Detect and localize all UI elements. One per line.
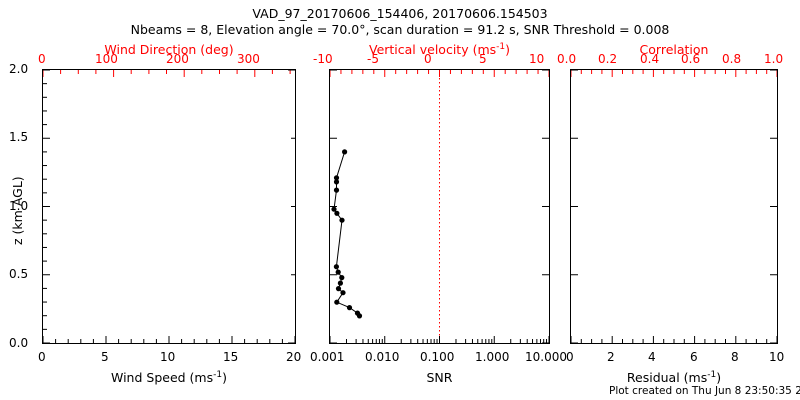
middle-panel-bottom-axis-title: SNR <box>426 370 453 385</box>
left-bottom-title-tail: ) <box>222 370 227 386</box>
right-bottom-title-tail: ) <box>716 370 722 386</box>
left-bottom-title-main: Wind Speed (ms <box>111 370 214 386</box>
left-panel-bottom-axis-title: Wind Speed (ms-1) <box>42 370 296 385</box>
left-panel-canvas <box>43 70 295 343</box>
y-tick-2-0: 2.0 <box>9 62 29 76</box>
right-top-tick-0-0: 0.0 <box>557 52 577 66</box>
middle-top-tick-5: 5 <box>479 52 487 66</box>
right-bottom-tick-0: 0 <box>566 350 574 364</box>
right-top-tick-0-2: 0.2 <box>598 52 618 66</box>
middle-panel-top-axis-title: Vertical velocity (ms-1) <box>329 42 550 57</box>
y-tick-0-0: 0.0 <box>9 336 29 350</box>
y-tick-0-5: 0.5 <box>9 267 29 281</box>
right-top-tick-0-8: 0.8 <box>722 52 742 66</box>
right-panel-plot-area <box>570 69 778 344</box>
left-bottom-tick-10: 10 <box>160 350 176 364</box>
y-tick-1-0: 1.0 <box>9 199 29 213</box>
left-bottom-tick-15: 15 <box>223 350 239 364</box>
middle-top-tick-0: 0 <box>424 52 432 66</box>
middle-bottom-tick-0-100: 0.100 <box>420 350 455 364</box>
left-bottom-title-sup: -1 <box>213 370 223 380</box>
left-bottom-tick-20: 20 <box>286 350 302 364</box>
right-bottom-title-main: Residual (ms <box>626 370 708 386</box>
left-top-tick-300: 300 <box>237 52 260 66</box>
right-bottom-tick-10: 10 <box>769 350 785 364</box>
left-top-tick-100: 100 <box>95 52 118 66</box>
middle-top-tick-neg10: -10 <box>313 52 333 66</box>
right-top-tick-0-6: 0.6 <box>681 52 701 66</box>
middle-bottom-tick-10-000: 10.000 <box>525 350 567 364</box>
y-tick-1-5: 1.5 <box>9 130 29 144</box>
left-top-tick-200: 200 <box>166 52 189 66</box>
left-panel-plot-area <box>42 69 296 344</box>
right-top-tick-1-0: 1.0 <box>764 52 784 66</box>
right-bottom-tick-4: 4 <box>648 350 656 364</box>
right-panel-bottom-axis-title: Residual (ms-1) <box>570 370 778 385</box>
middle-top-tick-neg5: -5 <box>367 52 379 66</box>
middle-bottom-tick-0-010: 0.010 <box>365 350 400 364</box>
middle-top-title-tail: ) <box>505 42 511 58</box>
middle-bottom-tick-0-001: 0.001 <box>310 350 345 364</box>
middle-bottom-tick-1-000: 1.000 <box>475 350 510 364</box>
figure-title-line2: Nbeams = 8, Elevation angle = 70.0°, sca… <box>130 22 670 37</box>
plot-created-timestamp: Plot created on Thu Jun 8 23:50:35 2017 <box>609 385 800 397</box>
right-bottom-tick-8: 8 <box>731 350 739 364</box>
left-top-tick-0: 0 <box>38 52 46 66</box>
figure-title-line1: VAD_97_20170606_154406, 20170606.154503 <box>252 6 548 21</box>
right-bottom-tick-6: 6 <box>690 350 698 364</box>
left-panel-top-axis-title: Wind Direction (deg) <box>104 42 234 57</box>
snr-data-points <box>331 149 363 319</box>
right-bottom-title-sup: -1 <box>707 370 717 380</box>
left-bottom-tick-5: 5 <box>101 350 109 364</box>
right-panel-canvas <box>571 70 777 343</box>
left-bottom-tick-0: 0 <box>38 350 46 364</box>
right-bottom-tick-2: 2 <box>607 350 615 364</box>
right-top-tick-0-4: 0.4 <box>640 52 660 66</box>
middle-panel-plot-area <box>329 69 550 344</box>
middle-top-title-sup: -1 <box>496 42 506 52</box>
y-axis-label: z (km AGL) <box>10 176 25 245</box>
right-panel-top-axis-title: Correlation <box>639 42 709 57</box>
middle-top-title-main: Vertical velocity (ms <box>368 42 497 58</box>
middle-panel-canvas <box>330 70 549 343</box>
middle-top-tick-10: 10 <box>529 52 545 66</box>
